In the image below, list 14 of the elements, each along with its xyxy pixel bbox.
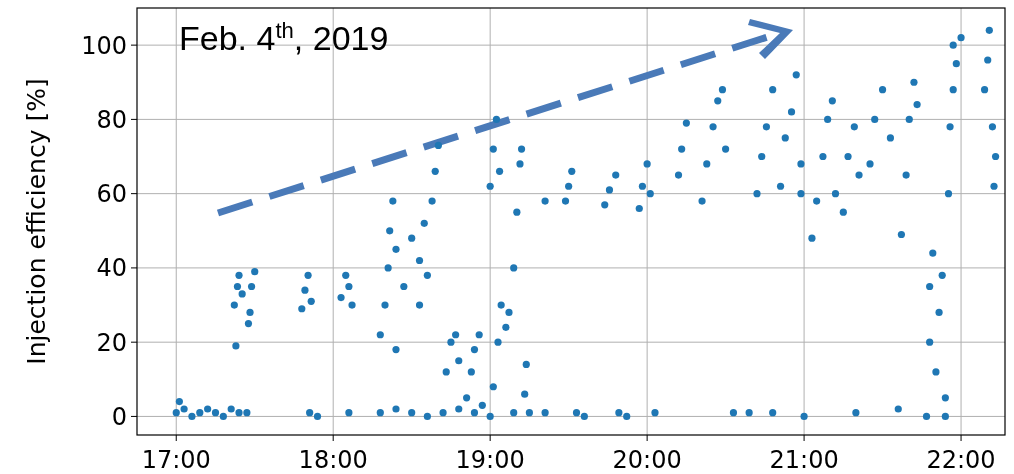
y-tick-label: 80	[96, 105, 127, 134]
x-tick-label: 17:00	[141, 446, 211, 474]
y-tick-label: 20	[96, 328, 127, 357]
x-tick-label: 18:00	[298, 446, 368, 474]
y-axis-title: Injection efficiency [%]	[22, 78, 51, 365]
x-tick-label: 21:00	[769, 446, 839, 474]
y-tick-label: 100	[81, 31, 127, 60]
annotation: Feb. 4$^{th}$, 2019	[179, 17, 389, 57]
y-tick-label: 0	[111, 402, 127, 431]
y-tick-label: 40	[96, 254, 127, 283]
x-tick-label: 22:00	[926, 446, 996, 474]
y-tick-label: 60	[96, 180, 127, 209]
x-tick-label: 20:00	[612, 446, 682, 474]
x-tick-label: 19:00	[455, 446, 525, 474]
